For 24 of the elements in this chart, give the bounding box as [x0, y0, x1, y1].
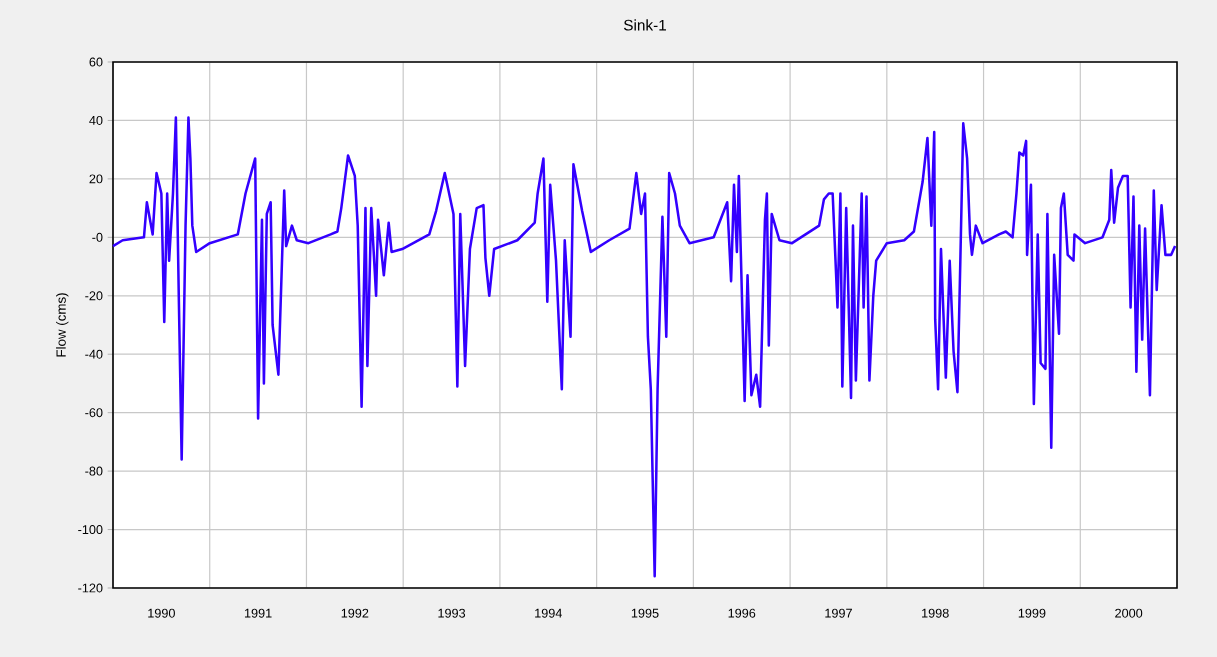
x-tick-label: 1991	[244, 608, 272, 618]
x-tick-label: 1995	[631, 608, 659, 618]
x-tick-label: 1997	[825, 608, 852, 618]
x-tick-label: 1994	[535, 608, 562, 618]
y-tick-label: -0	[92, 232, 103, 242]
x-tick-label: 2000	[1115, 608, 1143, 618]
x-tick-label: 1998	[922, 608, 949, 618]
y-tick-label: -40	[85, 349, 103, 359]
chart-title: Sink-1	[623, 19, 666, 31]
y-tick-label: 60	[89, 57, 103, 67]
x-tick-label: 1992	[341, 608, 369, 618]
y-tick-label: -20	[85, 291, 103, 301]
x-tick-label: 1999	[1018, 608, 1046, 618]
line-series	[111, 116, 1177, 578]
y-tick-label: 20	[89, 174, 103, 184]
x-tick-label: 1990	[148, 608, 175, 618]
y-tick-label: -60	[85, 408, 103, 418]
x-tick-label: 1996	[728, 608, 756, 618]
y-axis-title: Flow (cms)	[56, 293, 69, 357]
y-tick-label: -120	[78, 583, 103, 593]
y-tick-label: -100	[78, 525, 103, 535]
x-tick-label: 1993	[438, 608, 466, 618]
y-tick-label: 40	[89, 115, 103, 125]
y-tick-label: -80	[85, 466, 103, 476]
